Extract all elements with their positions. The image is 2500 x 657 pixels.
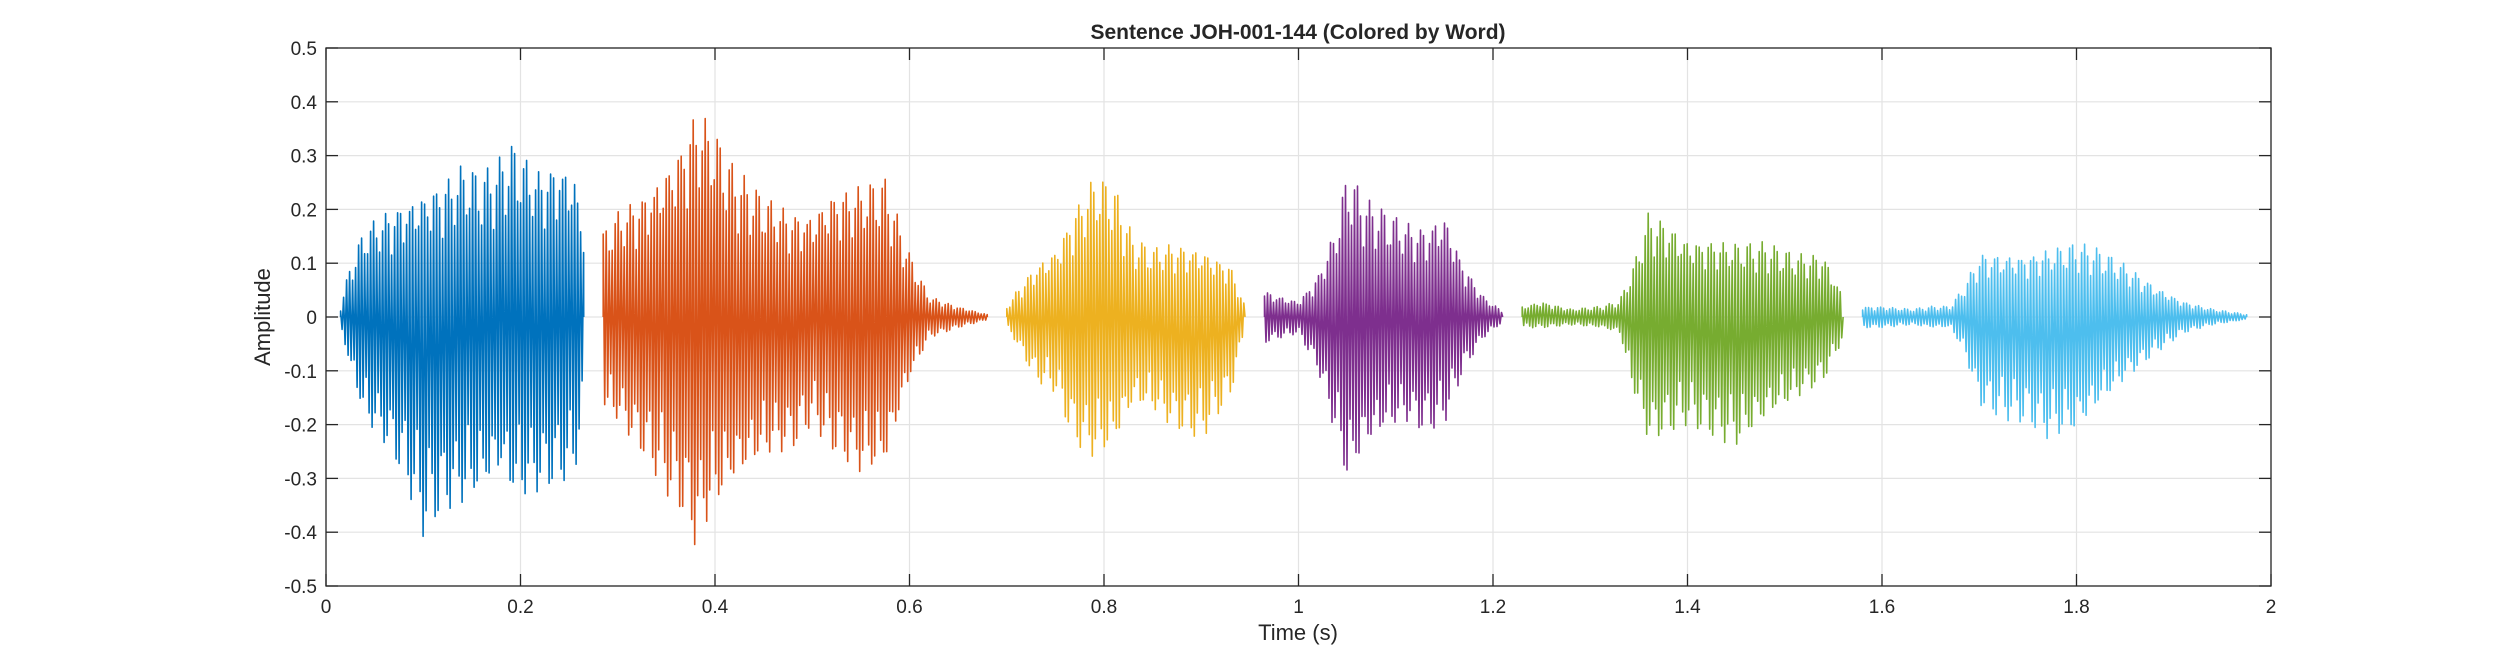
x-tick-label: 0 (321, 597, 332, 618)
x-tick-label: 0.8 (1091, 597, 1117, 618)
waveform-series (339, 117, 2248, 546)
y-axis-ticks: -0.5 -0.4 -0.3 -0.2 -0.1 0 0.1 0.2 0.3 0.4 0.5 (284, 39, 2271, 598)
waveform-word-1 (339, 145, 585, 538)
waveform-word-5 (1521, 212, 1844, 445)
x-axis-label: Time (s) (1258, 620, 1338, 645)
x-tick-label: 0.2 (507, 597, 533, 618)
y-tick-label: 0.5 (291, 39, 317, 60)
y-tick-label: -0.4 (284, 523, 317, 544)
x-tick-label: 1 (1293, 597, 1304, 618)
x-axis-ticks: 0 0.2 0.4 0.6 0.8 1 1.2 1.4 1.6 1.8 2 (321, 48, 2277, 618)
y-tick-label: 0.1 (291, 254, 317, 275)
y-axis-label: Amplitude (250, 268, 275, 366)
y-tick-label: 0.3 (291, 147, 317, 168)
x-tick-label: 1.2 (1480, 597, 1506, 618)
y-tick-label: 0.4 (291, 93, 318, 114)
y-tick-label: 0 (306, 308, 317, 329)
chart-title: Sentence JOH-001-144 (Colored by Word) (1090, 21, 1505, 44)
waveform-word-6 (1861, 243, 2248, 440)
waveform-word-2 (602, 117, 989, 546)
x-tick-label: 1.4 (1674, 597, 1701, 618)
y-tick-label: 0.2 (291, 200, 317, 221)
x-tick-label: 1.8 (2063, 597, 2089, 618)
x-tick-label: 0.4 (702, 597, 729, 618)
x-tick-label: 1.6 (1869, 597, 1895, 618)
waveform-word-3 (1006, 181, 1246, 457)
y-tick-label: -0.2 (284, 416, 317, 437)
y-tick-label: -0.1 (284, 362, 317, 383)
x-tick-label: 2 (2266, 597, 2277, 618)
x-tick-label: 0.6 (896, 597, 922, 618)
y-tick-label: -0.3 (284, 469, 317, 490)
waveform-word-4 (1263, 184, 1504, 471)
y-tick-label: -0.5 (284, 577, 317, 598)
